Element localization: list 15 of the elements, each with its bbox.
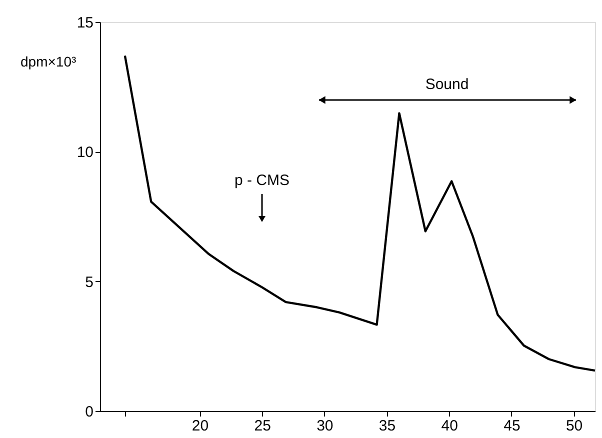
y-tick-label: 10 — [76, 144, 94, 162]
x-tick-label: 25 — [254, 418, 271, 434]
x-tick-label: 20 — [192, 418, 209, 434]
line-series — [124, 54, 596, 372]
y-tick-label: 15 — [76, 14, 94, 32]
y-tick-label: 0 — [85, 404, 94, 420]
annotation: p - CMS — [234, 172, 290, 189]
x-tick-label: 45 — [504, 418, 520, 434]
x-tick-label: 40 — [441, 418, 458, 434]
y-axis-title: dpm×10³ — [20, 54, 76, 70]
x-tick-label: 35 — [378, 418, 396, 434]
annotation: Sound — [425, 76, 469, 93]
x-tick-label: 50 — [566, 418, 583, 434]
x-tick-label: 30 — [316, 418, 334, 434]
y-tick-label: 5 — [85, 274, 94, 291]
